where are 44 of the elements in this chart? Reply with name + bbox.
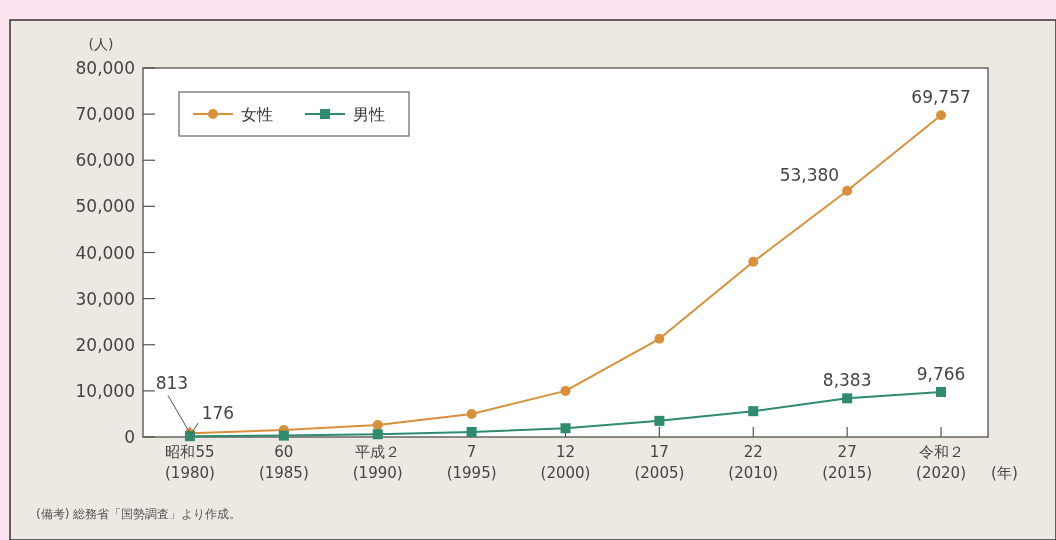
point <box>278 430 289 441</box>
y-tick-label: 10,000 <box>75 380 135 401</box>
y-tick-label: 60,000 <box>75 150 135 171</box>
point <box>372 420 383 431</box>
data-label: 176 <box>201 403 235 424</box>
y-tick-label: 70,000 <box>75 104 135 125</box>
y-tick-label: 20,000 <box>75 334 135 355</box>
point <box>748 406 759 417</box>
point <box>842 185 853 196</box>
point <box>936 110 947 121</box>
legend-label: 男性 <box>353 105 385 124</box>
legend-label: 女性 <box>241 105 273 124</box>
point <box>560 423 571 434</box>
data-label: 9,766 <box>916 363 966 384</box>
x-tick-label: 60 (1985) <box>258 443 309 482</box>
text: (備考) 総務省「国勢調査」より作成。 <box>36 507 242 521</box>
point <box>372 429 383 440</box>
x-tick-label: 22 (2010) <box>728 443 779 482</box>
data-label: 8,383 <box>822 370 872 391</box>
data-label: 813 <box>155 373 189 394</box>
y-tick-label: 30,000 <box>75 288 135 309</box>
y-axis-title: (人) <box>88 36 114 52</box>
x-tick-label: 27 (2015) <box>822 443 873 482</box>
x-tick-label: 平成２ (1990) <box>352 443 403 482</box>
x-tick-label: 12 (2000) <box>540 443 591 482</box>
data-label: 69,757 <box>911 87 971 108</box>
point <box>654 415 665 426</box>
data-label: 53,380 <box>779 164 840 185</box>
point <box>466 426 477 437</box>
point <box>842 393 853 404</box>
point <box>936 386 947 397</box>
point <box>466 408 477 419</box>
point <box>560 385 571 396</box>
x-tick-label: 7 (1995) <box>446 443 497 482</box>
point <box>654 333 665 344</box>
y-tick-label: 40,000 <box>75 242 135 263</box>
x-tick-label: 17 (2005) <box>634 443 685 482</box>
point <box>748 256 759 267</box>
y-tick-label: 0 <box>124 427 135 447</box>
y-tick-label: 80,000 <box>75 58 135 78</box>
x-axis-title: (年) <box>991 464 1018 482</box>
x-tick-label: 昭和55 (1980) <box>165 443 215 482</box>
x-tick-label: 令和２ (2020) <box>916 443 966 482</box>
y-tick-label: 50,000 <box>75 196 135 217</box>
